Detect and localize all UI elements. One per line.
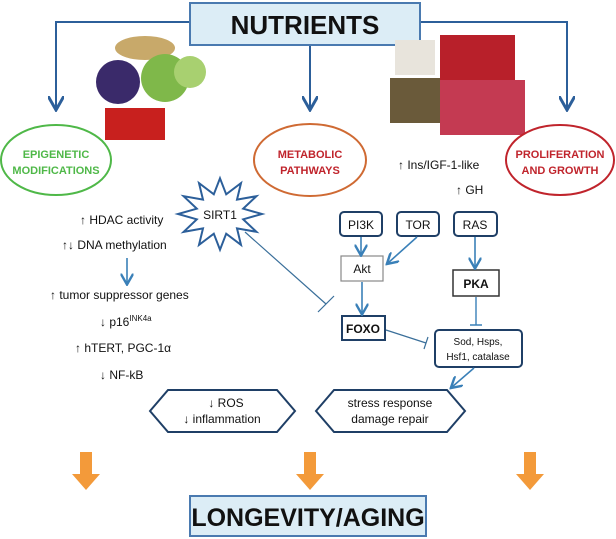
svg-text:PATHWAYS: PATHWAYS	[280, 165, 340, 177]
nutrients-title: NUTRIENTS	[231, 10, 380, 40]
svg-text:MODIFICATIONS: MODIFICATIONS	[12, 165, 99, 177]
orange-down-arrows	[72, 452, 544, 490]
svg-text:↓ NF-kB: ↓ NF-kB	[100, 368, 143, 382]
svg-text:↑↓ DNA methylation: ↑↓ DNA methylation	[62, 238, 167, 252]
svg-text:RAS: RAS	[463, 218, 488, 232]
svg-text:Akt: Akt	[353, 262, 371, 276]
pathway-arrows	[361, 236, 482, 387]
svg-text:↑ HDAC activity: ↑ HDAC activity	[80, 213, 163, 227]
svg-text:SIRT1: SIRT1	[203, 208, 237, 222]
orange-arrow-left	[72, 452, 100, 490]
svg-text:PROLIFERATION: PROLIFERATION	[515, 149, 604, 161]
sod-hsps-box: Sod, Hsps, Hsf1, catalase	[434, 329, 523, 368]
svg-text:↓ inflammation: ↓ inflammation	[183, 412, 260, 426]
ras-box: RAS	[453, 211, 498, 237]
sirt1-starburst: SIRT1	[174, 175, 335, 313]
svg-text:PI3K: PI3K	[348, 218, 374, 232]
svg-text:↓ p16INK4a: ↓ p16INK4a	[100, 314, 152, 329]
orange-arrow-right	[516, 452, 544, 490]
svg-text:AND GROWTH: AND GROWTH	[522, 165, 599, 177]
nutrients-title-box: NUTRIENTS	[189, 2, 421, 46]
svg-text:METABOLIC: METABOLIC	[278, 149, 343, 161]
epigenetic-effects: ↑ HDAC activity ↑↓ DNA methylation ↑ tum…	[50, 213, 189, 382]
animal-foods-image	[390, 35, 525, 135]
svg-text:↓ ROS: ↓ ROS	[208, 396, 243, 410]
pi3k-box: PI3K	[339, 211, 383, 237]
svg-text:stress response: stress response	[348, 396, 433, 410]
svg-text:↑ hTERT, PGC-1α: ↑ hTERT, PGC-1α	[75, 341, 171, 355]
foxo-box: FOXO	[341, 315, 386, 341]
svg-text:damage repair: damage repair	[351, 412, 428, 426]
svg-text:↑ tumor suppressor genes: ↑ tumor suppressor genes	[50, 288, 189, 302]
tor-box: TOR	[396, 211, 440, 237]
plant-foods-image	[96, 36, 206, 140]
ros-inflammation-hexagon: ↓ ROS ↓ inflammation	[148, 389, 297, 433]
svg-text:Sod, Hsps,: Sod, Hsps,	[454, 337, 503, 348]
metabolic-pathways-node: METABOLIC PATHWAYS	[253, 123, 367, 197]
svg-text:FOXO: FOXO	[346, 322, 380, 336]
longevity-aging-box: LONGEVITY/AGING	[189, 495, 427, 537]
ins-igf-label: ↑ Ins/IGF-1-like	[398, 158, 480, 172]
epigenetic-modifications-node: EPIGENETIC MODIFICATIONS	[0, 124, 112, 196]
proliferation-growth-node: PROLIFERATION AND GROWTH	[505, 124, 615, 196]
svg-text:TOR: TOR	[405, 218, 430, 232]
svg-text:EPIGENETIC: EPIGENETIC	[23, 149, 90, 161]
akt-box: Akt	[340, 255, 384, 282]
gh-label: ↑ GH	[456, 183, 483, 197]
svg-text:Hsf1, catalase: Hsf1, catalase	[446, 352, 510, 363]
top-connectors	[56, 21, 567, 108]
stress-response-hexagon: stress response damage repair	[314, 389, 467, 433]
orange-arrow-center	[296, 452, 324, 490]
longevity-aging-title: LONGEVITY/AGING	[191, 504, 424, 532]
pka-box: PKA	[452, 269, 500, 297]
svg-text:PKA: PKA	[463, 277, 489, 291]
